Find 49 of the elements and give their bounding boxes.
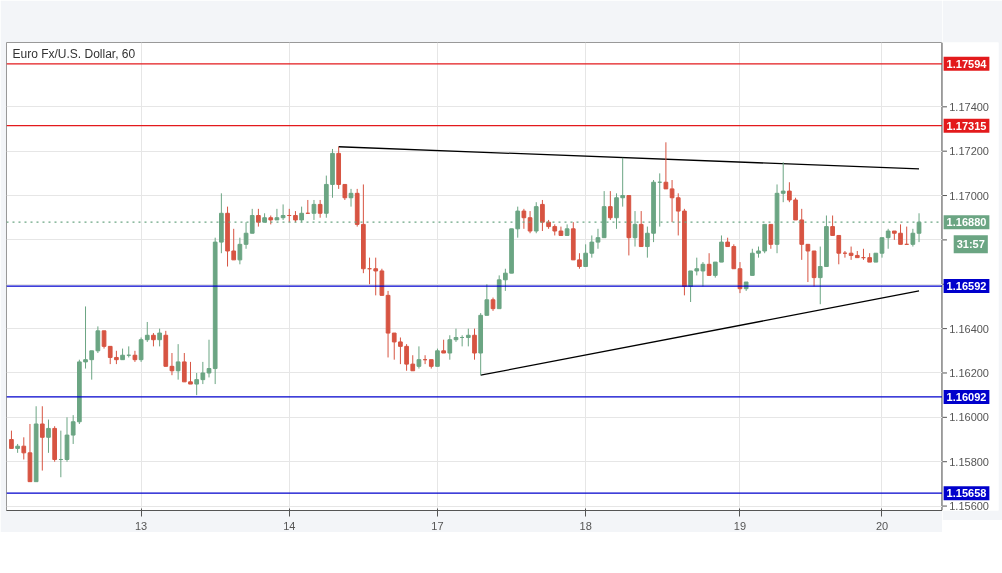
candlestick [472, 328, 477, 361]
candlestick [607, 190, 613, 221]
x-tick-label: 19 [733, 519, 747, 532]
candlestick [132, 350, 138, 363]
candlestick [663, 141, 669, 190]
candlestick [138, 337, 144, 363]
ref-line-label: 1.17315 [946, 119, 987, 132]
x-tick-label: 18 [579, 519, 592, 532]
ref-line-label: 1.17594 [946, 57, 988, 70]
candlestick [348, 188, 354, 208]
x-tick-label: 17 [431, 519, 444, 532]
candlestick [237, 237, 243, 265]
candlestick [787, 181, 792, 203]
candlestick [46, 419, 51, 454]
candlestick [175, 343, 181, 381]
candlestick [706, 252, 712, 276]
ref-line-label: 1.15658 [946, 487, 987, 500]
candlestick [885, 228, 891, 250]
x-tick-label: 14 [283, 519, 296, 532]
candlestick [583, 243, 588, 268]
ref-line-label: 1.16092 [946, 390, 987, 403]
y-tick-label: 1.16000 [949, 411, 989, 424]
candlestick [280, 203, 286, 221]
candlestick [521, 208, 527, 230]
y-tick-label: 1.15800 [949, 455, 989, 468]
x-tick-label: 20 [875, 519, 889, 532]
candlestick [416, 345, 422, 370]
x-tick-label: 13 [134, 519, 148, 532]
ref-line-label: 1.16880 [946, 216, 987, 229]
y-tick-label: 1.16200 [949, 366, 989, 379]
candlestick [737, 261, 743, 294]
candlestick [21, 436, 27, 460]
candlestick [311, 199, 317, 221]
candlestick [768, 223, 774, 250]
chart-title: Euro Fx/U.S. Dollar, 60 [12, 46, 136, 61]
candlestick [879, 237, 885, 259]
candlestick [793, 197, 798, 221]
ref-line-label: 1.16592 [946, 280, 987, 293]
text: 31:57 [956, 238, 985, 251]
y-tick-label: 1.15600 [949, 500, 989, 513]
candlestick [484, 283, 490, 316]
y-tick-label: 1.17200 [949, 145, 989, 158]
candlestick [638, 210, 644, 248]
candlestick [39, 405, 45, 472]
y-tick-label: 1.16400 [949, 322, 989, 335]
candlestick [144, 321, 150, 343]
candlestick [206, 339, 212, 378]
y-tick-label: 1.17000 [949, 189, 989, 202]
y-tick-label: 1.17400 [949, 100, 989, 113]
